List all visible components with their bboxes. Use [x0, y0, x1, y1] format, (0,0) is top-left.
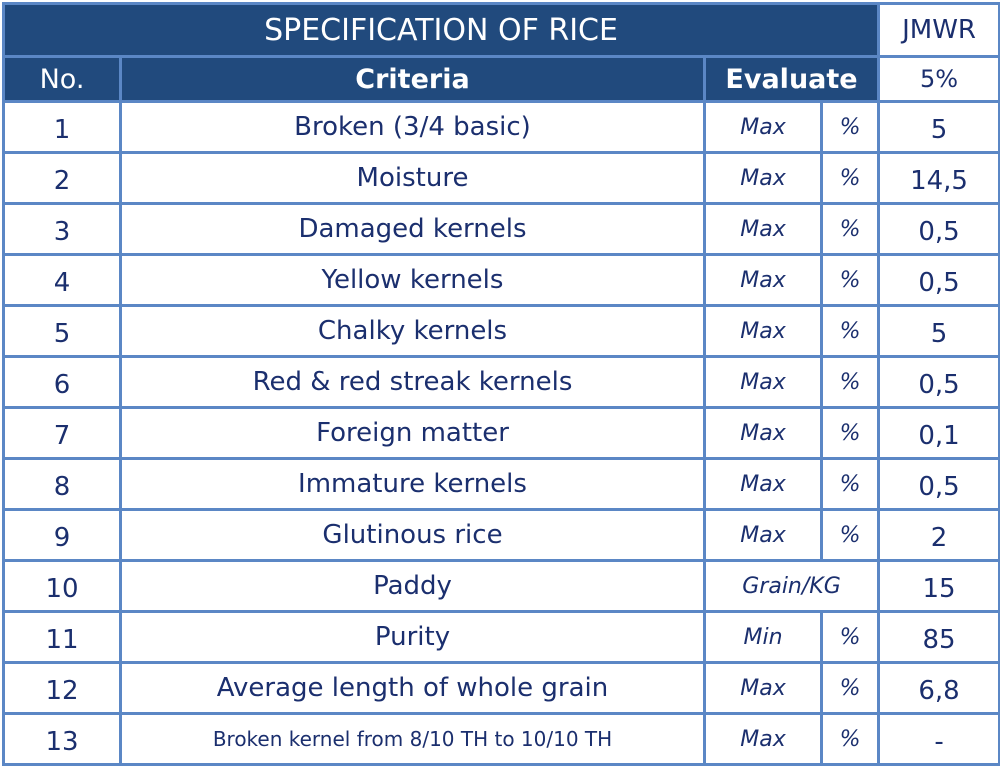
- row-unit: %: [819, 508, 881, 562]
- table-row: 8 Immature kernels Max% 0,5: [2, 457, 1000, 511]
- header-grade: 5%: [877, 55, 1000, 103]
- row-limit: Max: [703, 712, 823, 766]
- row-limit: Max: [703, 253, 823, 307]
- row-value: 0,5: [877, 253, 1000, 307]
- row-unit: %: [819, 202, 881, 256]
- row-criteria: Chalky kernels: [119, 304, 706, 358]
- row-number: 7: [2, 406, 122, 460]
- row-number: 1: [2, 100, 122, 154]
- row-value: 85: [877, 610, 1000, 664]
- row-criteria: Moisture: [119, 151, 706, 205]
- row-limit: Min: [703, 610, 823, 664]
- row-number: 9: [2, 508, 122, 562]
- header-no: No.: [2, 55, 122, 103]
- row-limit: Max: [703, 202, 823, 256]
- row-limit: Max: [703, 661, 823, 715]
- row-number: 3: [2, 202, 122, 256]
- row-value: 14,5: [877, 151, 1000, 205]
- row-unit: %: [819, 100, 881, 154]
- table-row: 5 Chalky kernels Max% 5: [2, 304, 1000, 358]
- row-criteria: Paddy: [119, 559, 706, 613]
- row-value: 15: [877, 559, 1000, 613]
- row-limit: Max: [703, 406, 823, 460]
- row-limit: Max: [703, 304, 823, 358]
- row-unit: %: [819, 253, 881, 307]
- brand-column-header: JMWR: [877, 2, 1000, 58]
- row-number: 4: [2, 253, 122, 307]
- row-limit: Max: [703, 355, 823, 409]
- row-unit: %: [819, 712, 881, 766]
- row-value: 2: [877, 508, 1000, 562]
- row-unit: %: [819, 457, 881, 511]
- row-value: 6,8: [877, 661, 1000, 715]
- row-criteria: Broken kernel from 8/10 TH to 10/10 TH: [119, 712, 706, 766]
- row-number: 2: [2, 151, 122, 205]
- table-row: 2 Moisture Max% 14,5: [2, 151, 1000, 205]
- row-value: 5: [877, 100, 1000, 154]
- table-row: 4 Yellow kernels Max% 0,5: [2, 253, 1000, 307]
- row-number: 11: [2, 610, 122, 664]
- header-criteria: Criteria: [119, 55, 706, 103]
- table-row: 10 Paddy Grain/KG 15: [2, 559, 1000, 613]
- row-value: 0,5: [877, 457, 1000, 511]
- row-number: 12: [2, 661, 122, 715]
- row-value: 0,5: [877, 355, 1000, 409]
- row-limit: Max: [703, 100, 823, 154]
- table-row: 7 Foreign matter Max% 0,1: [2, 406, 1000, 460]
- row-criteria: Damaged kernels: [119, 202, 706, 256]
- row-limit: Max: [703, 151, 823, 205]
- row-criteria: Immature kernels: [119, 457, 706, 511]
- row-limit: Grain/KG: [702, 559, 881, 613]
- row-unit: %: [819, 406, 881, 460]
- row-number: 10: [2, 559, 122, 613]
- header-row: No. Criteria Evaluate 5%: [2, 55, 1000, 103]
- row-unit: %: [819, 610, 881, 664]
- title-row: SPECIFICATION OF RICE JMWR: [1, 2, 1000, 58]
- table-row: 6 Red & red streak kernels Max% 0,5: [2, 355, 1000, 409]
- row-limit: Max: [703, 508, 823, 562]
- table-row: 11 Purity Min% 85: [2, 610, 1000, 664]
- row-criteria: Yellow kernels: [119, 253, 706, 307]
- table-title: SPECIFICATION OF RICE: [1, 2, 881, 58]
- row-criteria: Purity: [119, 610, 706, 664]
- row-criteria: Foreign matter: [119, 406, 706, 460]
- row-value: 0,5: [877, 202, 1000, 256]
- header-evaluate: Evaluate: [702, 55, 881, 103]
- row-number: 5: [2, 304, 122, 358]
- row-value: 5: [877, 304, 1000, 358]
- table-row: 1 Broken (3/4 basic) Max% 5: [2, 100, 1000, 154]
- row-value: -: [877, 712, 1000, 766]
- row-value: 0,1: [877, 406, 1000, 460]
- row-criteria: Red & red streak kernels: [119, 355, 706, 409]
- row-criteria: Glutinous rice: [119, 508, 706, 562]
- row-unit: %: [819, 355, 881, 409]
- row-unit: %: [819, 661, 881, 715]
- row-criteria: Broken (3/4 basic): [119, 100, 706, 154]
- row-unit: %: [819, 304, 881, 358]
- table-row: 3 Damaged kernels Max% 0,5: [2, 202, 1000, 256]
- row-unit: %: [819, 151, 881, 205]
- row-number: 13: [2, 712, 122, 766]
- row-number: 6: [2, 355, 122, 409]
- row-criteria: Average length of whole grain: [119, 661, 706, 715]
- table-row: 12 Average length of whole grain Max% 6,8: [2, 661, 1000, 715]
- row-number: 8: [2, 457, 122, 511]
- table-row: 13 Broken kernel from 8/10 TH to 10/10 TH…: [2, 712, 1000, 766]
- table-row: 9 Glutinous rice Max% 2: [2, 508, 1000, 562]
- row-limit: Max: [703, 457, 823, 511]
